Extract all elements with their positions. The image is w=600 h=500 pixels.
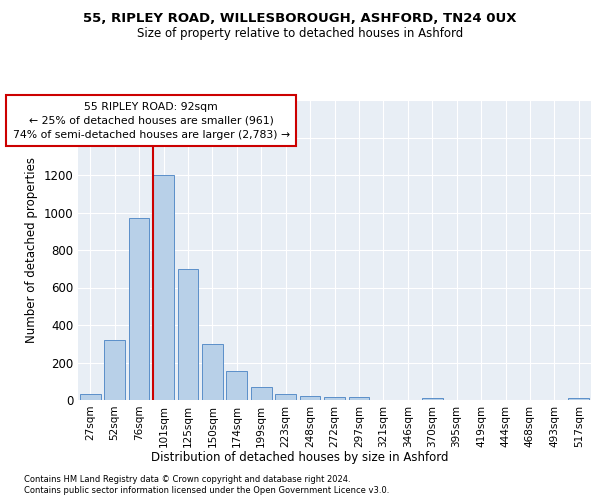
Text: Distribution of detached houses by size in Ashford: Distribution of detached houses by size … — [151, 451, 449, 464]
Text: Size of property relative to detached houses in Ashford: Size of property relative to detached ho… — [137, 28, 463, 40]
Bar — [299, 396, 320, 400]
Text: Contains public sector information licensed under the Open Government Licence v3: Contains public sector information licen… — [24, 486, 389, 495]
Bar — [568, 398, 589, 400]
Bar — [349, 397, 370, 400]
Bar — [80, 394, 101, 400]
Bar — [153, 175, 174, 400]
Bar — [226, 371, 247, 400]
Bar — [275, 394, 296, 400]
Text: Contains HM Land Registry data © Crown copyright and database right 2024.: Contains HM Land Registry data © Crown c… — [24, 475, 350, 484]
Bar — [202, 344, 223, 400]
Bar — [324, 397, 345, 400]
Bar — [422, 398, 443, 400]
Text: 55, RIPLEY ROAD, WILLESBOROUGH, ASHFORD, TN24 0UX: 55, RIPLEY ROAD, WILLESBOROUGH, ASHFORD,… — [83, 12, 517, 26]
Bar — [178, 269, 199, 400]
Text: 55 RIPLEY ROAD: 92sqm
← 25% of detached houses are smaller (961)
74% of semi-det: 55 RIPLEY ROAD: 92sqm ← 25% of detached … — [13, 102, 290, 140]
Bar — [128, 218, 149, 400]
Bar — [104, 340, 125, 400]
Bar — [251, 387, 272, 400]
Y-axis label: Number of detached properties: Number of detached properties — [25, 157, 38, 343]
